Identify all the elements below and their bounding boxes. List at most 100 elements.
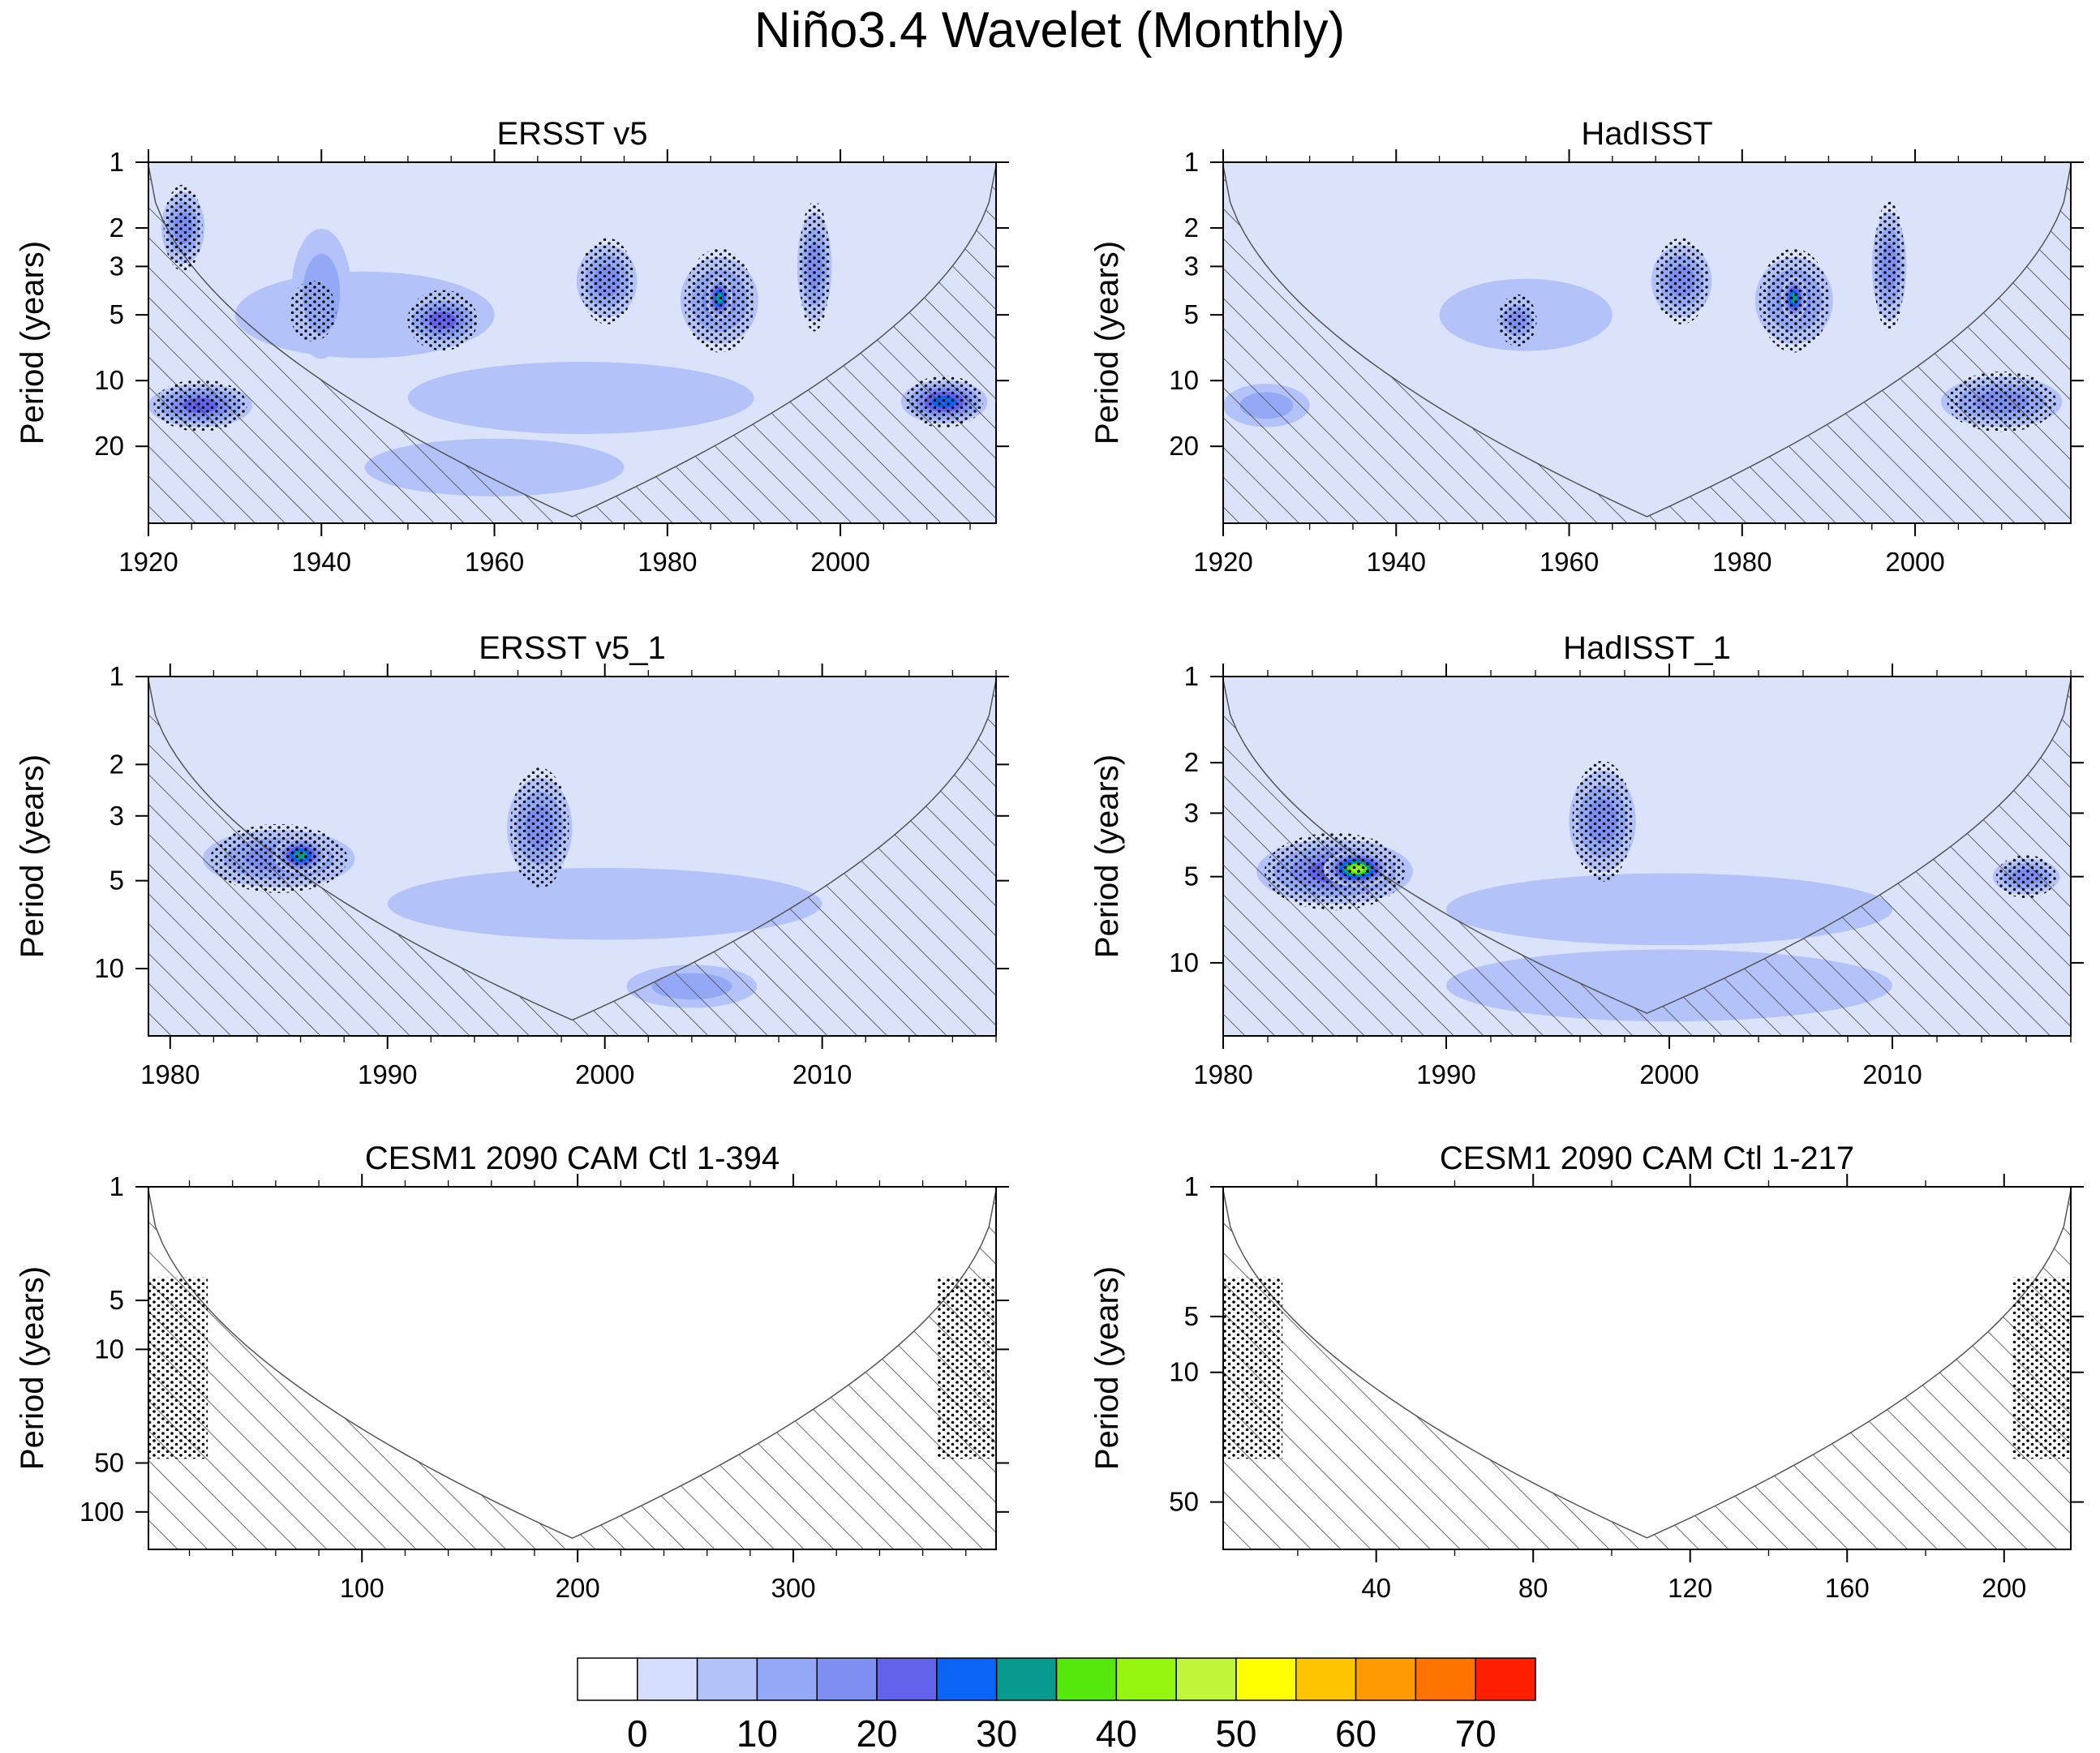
x-tick-label: 1980 [1193, 1059, 1252, 1089]
colorbar-swatch [637, 1657, 698, 1701]
x-tick-label: 1980 [140, 1059, 200, 1089]
x-tick-label: 1980 [1712, 547, 1771, 577]
colorbar-swatch [1115, 1657, 1177, 1701]
significance-stipple [798, 201, 831, 332]
y-tick-label: 10 [1169, 947, 1199, 977]
significance-stipple [407, 290, 478, 351]
colorbar-swatch [1175, 1657, 1237, 1701]
panel-title: HadISST_1 [1563, 630, 1731, 666]
significance-stipple [1995, 855, 2057, 899]
y-tick-label: 10 [94, 365, 124, 395]
significance-stipple [1947, 371, 2056, 432]
colorbar-label: 60 [1335, 1712, 1376, 1753]
significance-stipple [1873, 201, 1905, 332]
cone-of-influence [148, 162, 996, 523]
y-tick-label: 50 [1169, 1487, 1199, 1517]
y-tick-label: 2 [1184, 213, 1199, 243]
colorbar-label: 10 [737, 1712, 778, 1753]
colorbar-swatch [1295, 1657, 1357, 1701]
x-tick-label: 80 [1518, 1573, 1548, 1603]
power-feature [407, 361, 754, 434]
significance-stipple [510, 767, 569, 889]
plot-frame [148, 1186, 997, 1550]
colorbar-label: 40 [1096, 1712, 1137, 1753]
y-tick-label: 3 [1184, 797, 1199, 827]
plot-frame [1222, 1186, 2072, 1550]
y-tick-label: 2 [110, 213, 124, 243]
colorbar-swatch [1415, 1657, 1476, 1701]
x-tick-label: 200 [556, 1573, 600, 1603]
y-axis-label: Period (years) [1089, 1266, 1125, 1470]
significance-stipple [1572, 760, 1633, 882]
cone-of-influence [1223, 677, 2071, 1036]
x-tick-label: 1990 [358, 1059, 417, 1089]
x-tick-label: 40 [1361, 1573, 1391, 1603]
colorbar-swatch [876, 1657, 938, 1701]
panel-title: CESM1 2090 CAM Ctl 1-217 [1440, 1141, 1854, 1176]
y-tick-label: 5 [110, 1285, 124, 1315]
y-tick-label: 10 [1169, 1357, 1199, 1387]
significance-stipple [148, 1277, 208, 1459]
y-tick-label: 1 [1184, 147, 1199, 177]
plot-frame [148, 161, 997, 524]
panel-1: ERSST v5 Period (years) 1 2 3 5 10 20 1920 1940 19… [15, 116, 1009, 577]
y-tick-label: 2 [110, 749, 124, 779]
y-tick-label: 2 [1184, 747, 1199, 777]
x-tick-label: 2010 [1862, 1059, 1922, 1089]
cone-of-influence [148, 1187, 996, 1549]
colorbar-swatch [816, 1657, 878, 1701]
plot-frame [148, 676, 997, 1037]
x-tick-label: 2000 [810, 547, 870, 577]
colorbar-swatch [696, 1657, 758, 1701]
x-tick-label: 2000 [1639, 1059, 1698, 1089]
power-feature [1446, 873, 1892, 946]
y-tick-label: 3 [1184, 251, 1199, 281]
y-tick-label: 20 [94, 431, 124, 461]
colorbar-swatch [1475, 1657, 1536, 1701]
x-tick-label: 2000 [575, 1059, 634, 1089]
y-axis-label: Period (years) [15, 241, 50, 445]
colorbar-label: 50 [1215, 1712, 1256, 1753]
x-tick-label: 1960 [1540, 547, 1599, 577]
significance-stipple [153, 379, 247, 432]
cone-of-influence [1223, 1187, 2071, 1549]
x-tick-label: 1980 [638, 547, 697, 577]
significance-stipple [1326, 847, 1388, 891]
significance-stipple [579, 238, 634, 324]
y-tick-label: 1 [110, 147, 124, 177]
plot-frame [1222, 161, 2072, 524]
y-tick-label: 5 [1184, 1301, 1199, 1331]
x-tick-label: 100 [340, 1573, 384, 1603]
y-axis-label: Period (years) [15, 754, 50, 958]
y-tick-label: 5 [1184, 861, 1199, 892]
x-tick-label: 120 [1668, 1573, 1712, 1603]
y-tick-label: 10 [94, 1334, 124, 1364]
colorbar-swatch [936, 1657, 998, 1701]
x-tick-label: 1960 [465, 547, 524, 577]
y-tick-label: 1 [110, 661, 124, 691]
significance-stipple [1654, 238, 1709, 324]
y-tick-label: 1 [1184, 1171, 1199, 1201]
x-tick-label: 1920 [1193, 547, 1252, 577]
colorbar-label: 0 [627, 1712, 648, 1753]
cone-of-influence [1223, 162, 2071, 523]
colorbar-label: 20 [856, 1712, 897, 1753]
x-tick-label: 300 [771, 1573, 816, 1603]
power-feature [387, 867, 822, 940]
x-tick-label: 2000 [1885, 547, 1944, 577]
colorbar-swatch [1055, 1657, 1118, 1701]
colorbar-swatch [756, 1657, 818, 1701]
y-tick-label: 20 [1169, 431, 1199, 461]
significance-stipple [1782, 272, 1806, 324]
significance-stipple [936, 1277, 996, 1459]
panel-6: CESM1 2090 CAM Ctl 1-217 Period (years) 1 5… [1089, 1141, 2084, 1603]
colorbar-label: 70 [1455, 1712, 1497, 1753]
x-tick-label: 1940 [1367, 547, 1426, 577]
x-tick-label: 160 [1825, 1573, 1870, 1603]
y-axis-label: Period (years) [15, 1266, 50, 1470]
y-tick-label: 3 [110, 801, 124, 831]
coi-curve [148, 1187, 996, 1539]
colorbar-label: 30 [976, 1712, 1017, 1753]
colorbar-swatch [1235, 1657, 1297, 1701]
